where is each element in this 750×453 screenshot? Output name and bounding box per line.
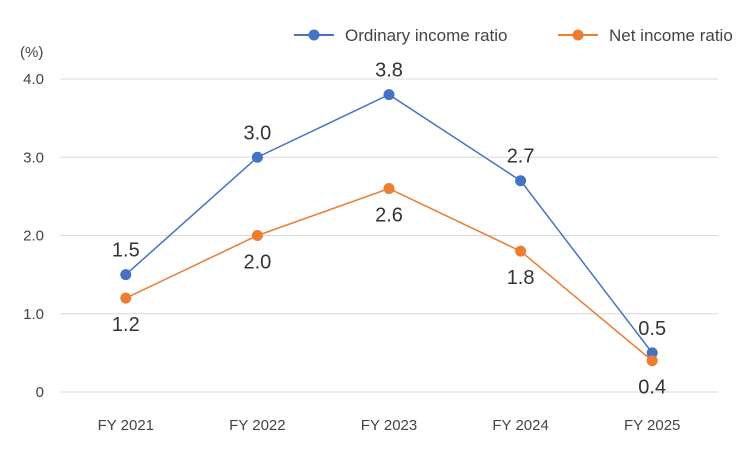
y-tick-label: 3.0 [23,149,44,166]
data-label: 2.7 [507,146,535,168]
data-point [251,151,263,163]
y-axis-unit: (%) [20,44,43,61]
y-tick-label: 2.0 [23,228,44,245]
data-label: 2.0 [243,252,271,274]
x-axis-ticks: FY 2021 FY 2022 FY 2023 FY 2024 FY 2025 [98,417,681,434]
legend-marker-net-income-ratio [572,29,584,41]
x-tick-label: FY 2025 [624,417,680,434]
legend-marker-ordinary-income-ratio [308,29,320,41]
data-point [383,183,395,195]
data-label: 0.5 [638,318,666,340]
data-label: 0.4 [638,377,666,399]
legend: Ordinary income ratio Net income ratio [294,26,733,45]
legend-label-ordinary-income-ratio: Ordinary income ratio [345,26,508,45]
data-point [646,347,658,359]
data-label: 1.5 [112,240,140,262]
legend-label-net-income-ratio: Net income ratio [609,26,733,45]
data-point [515,175,527,187]
data-label: 1.8 [507,267,535,289]
x-tick-label: FY 2024 [492,417,548,434]
data-point [646,355,658,367]
y-axis-ticks: 0 1.0 2.0 3.0 4.0 [23,71,44,401]
data-label: 3.8 [375,60,403,82]
data-label: 1.2 [112,314,140,336]
data-point [515,245,527,257]
data-labels: 1.5 1.2 3.0 2.0 3.8 2.6 2.7 1.8 0.5 0.4 [112,60,666,399]
data-point [251,230,263,241]
y-tick-label: 4.0 [23,71,44,88]
data-label: 3.0 [243,122,271,144]
y-tick-label: 0 [36,384,44,401]
data-label: 2.6 [375,205,403,227]
data-point [120,269,132,281]
x-tick-label: FY 2021 [98,417,154,434]
x-tick-label: FY 2022 [229,417,285,434]
x-tick-label: FY 2023 [361,417,417,434]
series-group [120,89,658,367]
y-tick-label: 1.0 [23,306,44,323]
data-point [383,89,395,101]
gridlines [60,78,718,393]
data-point [120,292,132,304]
